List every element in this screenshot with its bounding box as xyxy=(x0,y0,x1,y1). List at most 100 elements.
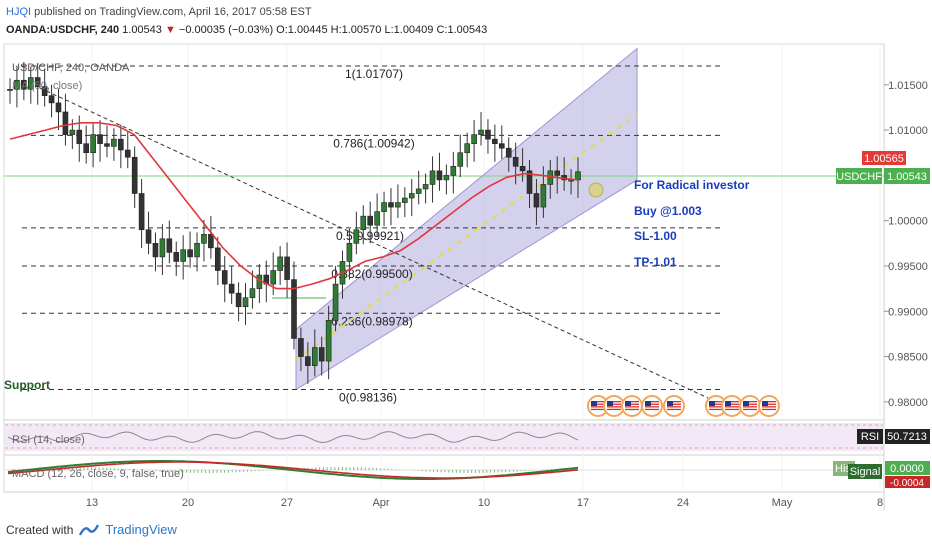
us-flag-icon xyxy=(621,395,643,417)
candle xyxy=(575,171,581,181)
flag-stripe xyxy=(667,406,681,408)
candle xyxy=(478,129,484,135)
candle xyxy=(395,202,401,208)
candle xyxy=(118,138,124,151)
price-tick-label: 0.98000 xyxy=(888,397,928,409)
candle xyxy=(429,170,436,185)
candle xyxy=(436,170,443,181)
candle xyxy=(97,134,103,144)
created-text: Created with xyxy=(6,522,74,537)
flag-stripe xyxy=(645,406,659,408)
candle xyxy=(471,134,477,144)
flag-stripe xyxy=(743,408,757,411)
signal-line xyxy=(7,461,579,479)
flag-stripe xyxy=(762,403,776,405)
candle xyxy=(325,320,332,362)
author-name[interactable]: HJQI xyxy=(6,6,32,18)
support-label: Support xyxy=(4,378,50,392)
close-label: C: xyxy=(436,24,448,36)
candle xyxy=(242,297,249,308)
candle xyxy=(7,89,13,91)
flag-stripe xyxy=(709,408,723,411)
fib-label: 0(0.98136) xyxy=(339,391,397,405)
price-axis: 1.01500 1.01000 1.00000 0.99500 0.99000 0.985… xyxy=(884,80,928,409)
candle xyxy=(41,86,48,96)
flag-stripe xyxy=(725,406,739,408)
fib-levels: 1(1.01707)0.786(1.00942)0.5(0.99921)0.38… xyxy=(22,65,722,405)
candle xyxy=(180,249,186,262)
legend-title: USD/CHF, 240, OANDA xyxy=(12,62,130,74)
candle xyxy=(159,238,166,258)
close-value: 1.00543 xyxy=(447,24,488,36)
candle xyxy=(291,279,297,339)
flag-stripe xyxy=(725,408,739,411)
descending-trendline[interactable] xyxy=(39,87,709,399)
change-value: −0.00035 (−0.03%) xyxy=(178,24,274,36)
candle xyxy=(554,170,561,176)
flag-canton xyxy=(743,401,749,406)
candle xyxy=(540,184,547,208)
flag-canton xyxy=(645,401,651,406)
flag-field xyxy=(591,401,605,411)
brand-name[interactable]: TradingView xyxy=(105,522,177,537)
annotation-sl: SL-1.00 xyxy=(634,229,677,243)
candle xyxy=(277,256,283,271)
candle xyxy=(505,147,512,158)
candle xyxy=(360,215,367,231)
flag-stripe xyxy=(762,401,776,403)
candle xyxy=(305,356,311,366)
open-value: 1.00445 xyxy=(287,24,328,36)
flag-stripe xyxy=(725,403,739,405)
flag-stripe xyxy=(645,408,659,411)
rsi-value-badge xyxy=(885,429,930,444)
candle xyxy=(519,166,526,172)
flag-stripe xyxy=(709,403,723,405)
flag-stripe xyxy=(625,401,639,403)
down-arrow-icon: ▼ xyxy=(164,24,176,36)
candle xyxy=(249,288,256,298)
us-flag-icon xyxy=(739,395,761,417)
candle xyxy=(194,243,200,258)
candle xyxy=(388,202,394,208)
flag-stripe xyxy=(743,403,757,405)
candle xyxy=(27,77,34,90)
ascending-channel[interactable] xyxy=(295,47,638,391)
flag-field xyxy=(607,401,621,411)
candles xyxy=(7,62,581,384)
candle xyxy=(499,143,505,149)
flag-canton xyxy=(625,401,631,406)
candle xyxy=(69,129,76,135)
signal-badge xyxy=(848,464,882,479)
high-label: H: xyxy=(330,24,342,36)
candle xyxy=(90,134,96,154)
economic-event-flags[interactable] xyxy=(587,395,780,417)
annotation-tp: TP-1.01 xyxy=(634,255,677,269)
flag-stripe xyxy=(607,408,621,411)
annotation-buy: Buy @1.003 xyxy=(634,204,702,218)
candle xyxy=(221,270,228,285)
time-tick-label: 8 xyxy=(877,497,883,509)
high-badge-text: 1.00565 xyxy=(864,153,904,165)
flag-stripe xyxy=(762,406,776,408)
candle xyxy=(415,188,422,194)
channel-midline[interactable] xyxy=(295,113,638,361)
flag-stripe xyxy=(743,406,757,408)
annotation-investor: For Radical investor xyxy=(634,178,750,192)
candle xyxy=(526,170,533,194)
flag-stripe xyxy=(607,406,621,408)
candle xyxy=(235,292,242,308)
footer: Created with TradingView xyxy=(6,522,177,537)
candle xyxy=(131,156,138,194)
rsi-badge xyxy=(857,429,883,444)
candle xyxy=(381,202,387,212)
price-badge xyxy=(884,168,930,184)
tradingview-logo-icon xyxy=(79,523,100,536)
time-tick-label: 27 xyxy=(281,497,293,509)
last-price: 1.00543 xyxy=(122,24,162,36)
candle xyxy=(228,283,235,294)
signal-value: 0.0000 xyxy=(890,463,924,475)
flag-field xyxy=(725,401,739,411)
flag-stripe xyxy=(625,408,639,411)
flag-stripe xyxy=(625,406,639,408)
